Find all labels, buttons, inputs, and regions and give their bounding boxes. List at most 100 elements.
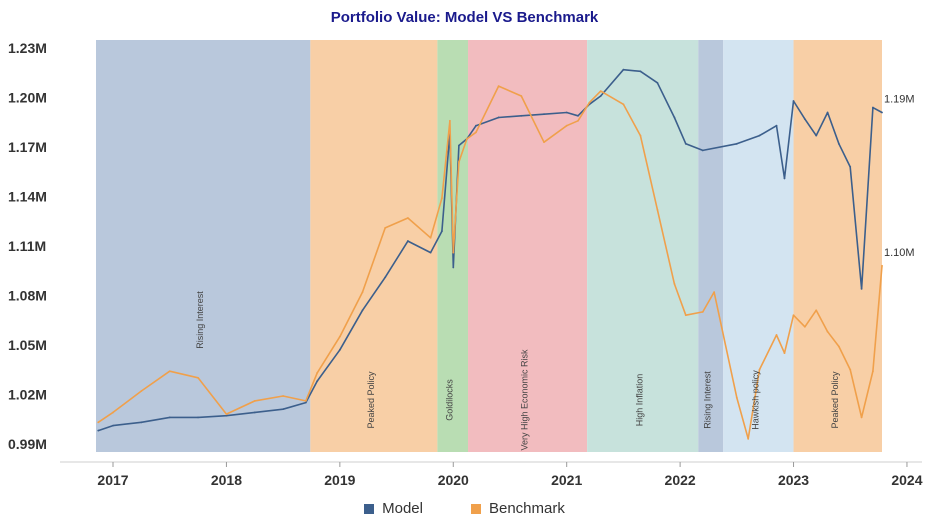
data-point-model xyxy=(497,116,500,119)
regime-label-goldilocks: Goldilocks xyxy=(445,379,455,421)
y-axis: 0.99M 1.02M 1.05M 1.08M 1.11M 1.14M 1.17M 1.20M… xyxy=(8,40,47,452)
data-point-benchmark xyxy=(826,330,829,333)
data-point-benchmark xyxy=(338,335,341,338)
data-point-model xyxy=(881,111,883,114)
data-point-benchmark xyxy=(872,370,874,373)
data-point-model xyxy=(407,240,409,242)
data-point-model xyxy=(361,309,364,312)
regime-band-rising-interest xyxy=(698,40,724,452)
regime-label-peaked-policy: Peaked Policy xyxy=(830,371,840,429)
data-point-benchmark xyxy=(588,101,591,104)
data-point-benchmark xyxy=(140,390,143,392)
data-point-benchmark xyxy=(452,251,455,254)
data-point-benchmark xyxy=(701,311,704,313)
data-point-benchmark xyxy=(429,236,432,239)
data-point-model xyxy=(872,106,874,109)
data-point-benchmark xyxy=(577,119,579,122)
data-point-model xyxy=(140,421,143,424)
data-point-model xyxy=(441,230,443,233)
y-tick-label: 1.23M xyxy=(8,40,47,56)
data-point-model xyxy=(253,411,256,414)
data-point-benchmark xyxy=(599,90,602,92)
x-axis: 2017 2018 2019 2020 2021 2022 2023 2024 xyxy=(60,461,923,488)
data-point-benchmark xyxy=(282,395,285,397)
data-point-benchmark xyxy=(622,103,625,106)
data-point-benchmark xyxy=(520,95,523,97)
regime-label-rising-interest: Rising Interest xyxy=(703,371,713,429)
end-label-benchmark: 1.10M xyxy=(884,247,915,259)
legend-item-model[interactable]: Model xyxy=(364,500,423,517)
data-point-benchmark xyxy=(97,421,100,424)
data-point-model xyxy=(168,416,171,419)
data-point-model xyxy=(803,118,806,121)
data-point-model xyxy=(599,95,602,97)
data-point-model xyxy=(429,251,432,254)
data-point-model xyxy=(304,401,307,404)
data-point-benchmark xyxy=(783,352,786,355)
y-tick-label: 1.11M xyxy=(8,238,46,254)
data-point-benchmark xyxy=(407,217,409,219)
regime-label-very-high-economic-risk: Very High Economic Risk xyxy=(520,349,530,451)
data-point-model xyxy=(543,113,545,116)
legend: Model Benchmark xyxy=(0,500,929,517)
data-point-benchmark xyxy=(458,161,460,163)
x-tick-label: 2017 xyxy=(97,472,128,488)
data-point-benchmark xyxy=(684,314,687,317)
data-point-model xyxy=(849,165,852,168)
data-point-benchmark xyxy=(168,370,171,373)
x-tick-label: 2021 xyxy=(551,472,582,488)
chart-title: Portfolio Value: Model VS Benchmark xyxy=(330,9,599,26)
regime-label-hawkish-policy: Hawkish policy xyxy=(750,370,760,430)
data-point-model xyxy=(97,429,100,432)
legend-label-model: Model xyxy=(382,500,423,517)
legend-label-benchmark: Benchmark xyxy=(488,500,565,517)
data-point-benchmark xyxy=(465,137,468,140)
data-point-benchmark xyxy=(361,291,364,294)
y-tick-label: 1.02M xyxy=(8,386,47,402)
data-point-model xyxy=(684,142,687,145)
regime-bands xyxy=(96,40,882,452)
data-point-benchmark xyxy=(448,119,451,122)
end-label-model: 1.19M xyxy=(884,94,915,106)
data-point-model xyxy=(758,134,761,137)
data-point-model xyxy=(775,124,778,127)
data-point-model xyxy=(565,111,568,114)
data-point-model xyxy=(826,111,829,114)
data-point-benchmark xyxy=(673,283,676,285)
x-tick-label: 2018 xyxy=(211,472,242,488)
data-point-benchmark xyxy=(803,325,806,328)
x-tick-label: 2019 xyxy=(324,472,355,488)
data-point-model xyxy=(735,142,738,145)
data-point-benchmark xyxy=(792,314,795,317)
data-point-benchmark xyxy=(197,376,199,379)
data-point-benchmark xyxy=(639,134,642,137)
series-lines xyxy=(97,68,883,440)
data-point-benchmark xyxy=(253,400,256,402)
data-point-benchmark xyxy=(656,208,659,211)
data-point-model xyxy=(316,380,319,383)
data-point-model xyxy=(701,149,704,152)
data-point-model xyxy=(475,124,477,127)
data-point-benchmark xyxy=(543,141,545,144)
data-point-benchmark xyxy=(225,413,228,415)
data-point-benchmark xyxy=(713,291,716,294)
data-point-model xyxy=(622,68,625,71)
y-tick-label: 1.20M xyxy=(8,90,47,106)
data-point-model xyxy=(815,134,818,137)
legend-item-benchmark[interactable]: Benchmark xyxy=(470,500,565,517)
data-point-model xyxy=(112,424,114,427)
data-point-benchmark xyxy=(849,368,852,371)
data-point-benchmark xyxy=(758,368,761,371)
y-tick-label: 1.08M xyxy=(8,287,47,303)
data-point-model xyxy=(577,114,579,117)
regime-band-hawkish-policy xyxy=(723,40,794,452)
data-point-benchmark xyxy=(838,345,840,348)
data-point-model xyxy=(673,116,676,119)
end-labels: 1.19M 1.10M xyxy=(884,94,915,259)
data-point-benchmark xyxy=(441,197,443,200)
y-tick-label: 1.05M xyxy=(8,337,47,353)
data-point-benchmark xyxy=(475,131,477,134)
data-point-model xyxy=(282,408,285,411)
x-tick-label: 2022 xyxy=(665,472,696,488)
data-point-benchmark xyxy=(112,411,114,414)
